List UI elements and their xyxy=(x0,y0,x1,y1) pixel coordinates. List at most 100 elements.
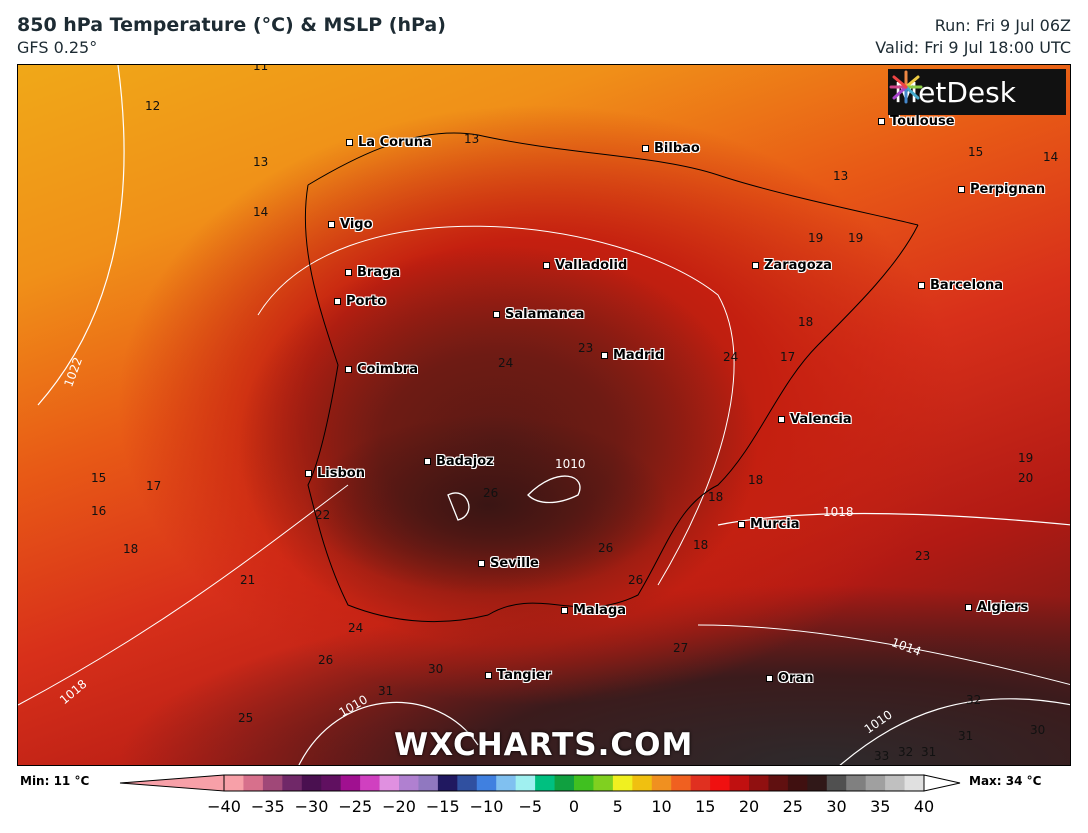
city-label: Coimbra xyxy=(345,362,418,377)
temperature-contour-label: 14 xyxy=(253,205,269,219)
temperature-contour-label: 23 xyxy=(578,341,594,355)
colorbar-min: Min: 11 °C xyxy=(20,774,90,788)
colorbar-swatch xyxy=(904,775,925,791)
temperature-contour-label: 14 xyxy=(1043,150,1059,164)
city-name: Badajoz xyxy=(436,454,494,469)
colorbar-tick-label: 25 xyxy=(782,797,803,816)
colorbar-swatch xyxy=(379,775,400,791)
temperature-contour-label: 31 xyxy=(958,729,974,743)
city-label: Oran xyxy=(766,671,814,686)
city-name: Oran xyxy=(778,671,814,686)
chart-title: 850 hPa Temperature (°C) & MSLP (hPa) xyxy=(17,14,446,36)
colorbar-swatch xyxy=(282,775,303,791)
city-label: Porto xyxy=(334,294,386,309)
city-label: Badajoz xyxy=(424,454,494,469)
temperature-contour-label: 26 xyxy=(483,486,499,500)
city-label: Toulouse xyxy=(878,114,955,129)
temperature-contour-label: 21 xyxy=(240,573,256,587)
colorbar-swatch xyxy=(574,775,594,791)
city-name: Lisbon xyxy=(317,466,365,481)
colorbar-swatch xyxy=(651,775,672,791)
colorbar-tick-label: −30 xyxy=(294,797,329,816)
colorbar-min-arrow xyxy=(119,774,225,792)
city-label: Seville xyxy=(478,556,539,571)
city-name: Madrid xyxy=(613,348,665,363)
temperature-contour-label: 23 xyxy=(915,549,931,563)
temperature-contour-label: 16 xyxy=(91,504,107,518)
temperature-contour-label: 24 xyxy=(723,350,739,364)
colorbar-tick-label: −20 xyxy=(382,797,416,816)
colorbar-swatch xyxy=(593,775,614,791)
colorbar-swatch xyxy=(690,775,711,791)
city-marker-icon xyxy=(738,521,745,528)
isobar-label: 1018 xyxy=(823,505,854,519)
temperature-contour-label: 12 xyxy=(145,99,161,113)
temperature-contour-label: 32 xyxy=(898,745,914,759)
city-label: Valencia xyxy=(778,412,852,427)
city-marker-icon xyxy=(778,416,785,423)
colorbar-swatch xyxy=(826,775,847,791)
colorbar-swatch xyxy=(846,775,867,791)
colorbar xyxy=(119,774,961,792)
city-marker-icon xyxy=(543,262,550,269)
city-marker-icon xyxy=(328,221,335,228)
city-marker-icon xyxy=(752,262,759,269)
city-name: Vigo xyxy=(340,217,373,232)
colorbar-tick-label: −25 xyxy=(338,797,373,816)
temperature-contour-label: 30 xyxy=(1030,723,1046,737)
temperature-contour-label: 18 xyxy=(798,315,814,329)
city-name: Murcia xyxy=(750,517,800,532)
temperature-contour-label: 30 xyxy=(428,662,444,676)
temperature-contour-label: 22 xyxy=(315,508,331,522)
city-label: Braga xyxy=(345,265,400,280)
city-marker-icon xyxy=(642,145,649,152)
city-marker-icon xyxy=(346,139,353,146)
city-marker-icon xyxy=(493,311,500,318)
colorbar-tick-label: 30 xyxy=(826,797,847,816)
colorbar-swatch xyxy=(671,775,692,791)
colorbar-swatch xyxy=(476,775,497,791)
city-marker-icon xyxy=(918,282,925,289)
colorbar-tick-label: −35 xyxy=(250,797,285,816)
city-marker-icon xyxy=(345,269,352,276)
colorbar-swatch xyxy=(321,775,342,791)
city-marker-icon xyxy=(334,298,341,305)
colorbar-tick-label: 40 xyxy=(913,797,935,816)
colorbar-swatch xyxy=(787,775,808,791)
city-label: Madrid xyxy=(601,348,664,363)
colorbar-tick-label: 10 xyxy=(651,797,672,816)
colorbar-max: Max: 34 °C xyxy=(969,774,1042,788)
city-name: Bilbao xyxy=(654,141,700,156)
city-marker-icon xyxy=(305,470,312,477)
colorbar-tick-label: 5 xyxy=(612,797,623,816)
city-label: Perpignan xyxy=(958,182,1045,197)
city-marker-icon xyxy=(424,458,431,465)
colorbar-swatch xyxy=(885,775,906,791)
city-marker-icon xyxy=(878,118,885,125)
colorbar-swatch xyxy=(554,775,575,791)
city-marker-icon xyxy=(478,560,485,567)
temperature-contour-label: 17 xyxy=(146,479,162,493)
city-name: Valladolid xyxy=(555,258,628,273)
colorbar-swatch xyxy=(457,775,478,791)
temperature-contour-label: 27 xyxy=(673,641,689,655)
temperature-contour-label: 32 xyxy=(966,693,982,707)
city-name: Porto xyxy=(346,294,387,309)
colorbar-swatch xyxy=(360,775,381,791)
colorbar-tick-label: −15 xyxy=(425,797,460,816)
city-name: Algiers xyxy=(977,600,1029,615)
colorbar-swatch xyxy=(340,775,361,791)
temperature-contour-label: 18 xyxy=(748,473,764,487)
city-marker-icon xyxy=(561,607,568,614)
city-label: Salamanca xyxy=(493,307,584,322)
city-marker-icon xyxy=(958,186,965,193)
city-name: Malaga xyxy=(573,603,627,618)
colorbar-swatch xyxy=(515,775,536,791)
colorbar-swatch xyxy=(632,775,653,791)
colorbar-swatch xyxy=(243,775,264,791)
weather-map: La Coruna Bilbao Toulouse Perpignan Vigo Brag… xyxy=(17,64,1071,766)
isobar-label: 1010 xyxy=(555,457,586,471)
city-label: Valladolid xyxy=(543,258,627,273)
city-label: Vigo xyxy=(328,217,373,232)
colorbar-swatch xyxy=(496,775,517,791)
